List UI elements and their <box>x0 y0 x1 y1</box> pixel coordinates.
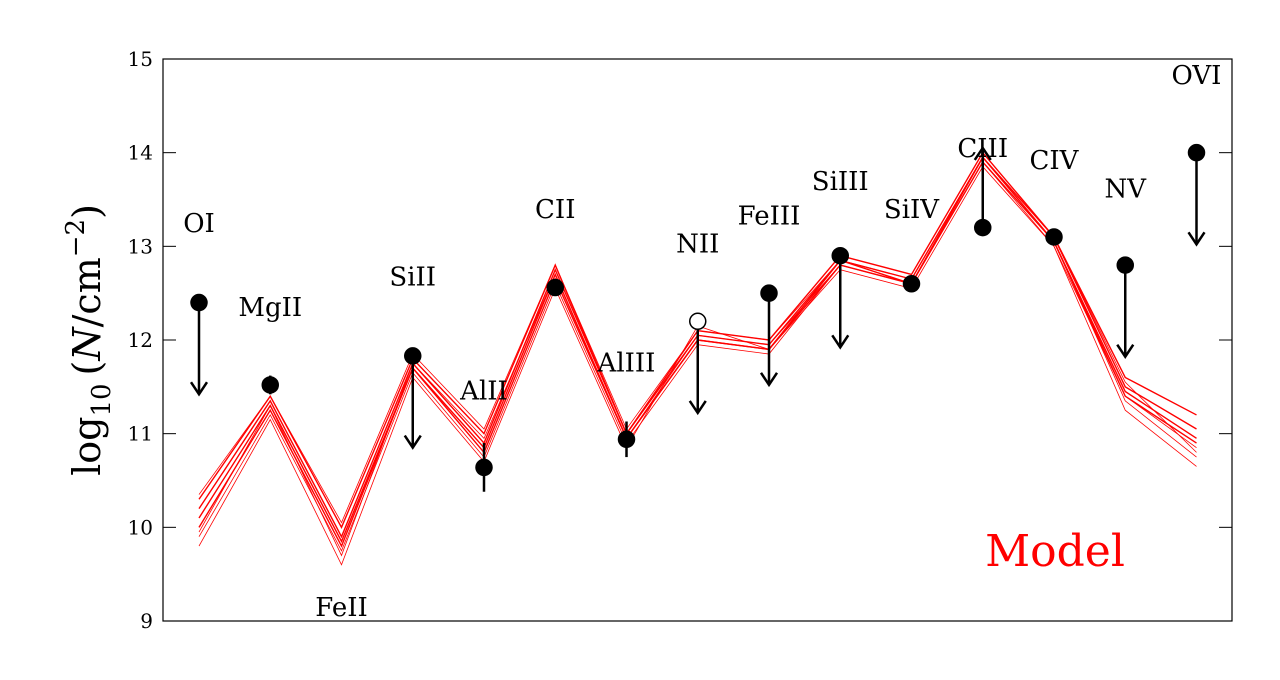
y-axis-label-log: log <box>65 417 109 476</box>
data-point <box>475 458 493 477</box>
upper-limit-arrowhead <box>831 334 850 350</box>
ion-label: MgII <box>238 293 302 323</box>
model-annotation: Model <box>985 526 1125 577</box>
upper-limit-arrowhead <box>688 400 707 416</box>
y-tick-label: 15 <box>128 47 153 71</box>
y-tick-label: 10 <box>128 515 153 539</box>
ion-label: CIII <box>957 134 1008 164</box>
upper-limit-arrowhead <box>759 372 779 388</box>
y-axis-label-open: ( <box>65 361 109 376</box>
upper-limit-arrowhead <box>189 381 209 397</box>
data-point <box>404 347 422 365</box>
ion-label: NII <box>676 230 719 260</box>
ion-label: AlIII <box>597 348 656 378</box>
ion-label: SiIII <box>812 167 869 197</box>
ion-label: SiIV <box>884 195 940 225</box>
ion-label: FeIII <box>738 201 801 231</box>
upper-limit-arrowhead <box>1116 344 1135 359</box>
observations <box>189 143 1206 492</box>
ion-label: SiII <box>389 262 436 292</box>
y-axis-label-unit: /cm <box>65 257 109 327</box>
y-axis-label: log10 (N/cm−2) <box>61 204 117 476</box>
data-point <box>546 278 564 297</box>
lower-limit-arrowhead <box>973 145 992 161</box>
y-axis-label-sub: 10 <box>87 383 117 416</box>
data-point <box>190 293 208 312</box>
ion-label: CIV <box>1030 146 1080 176</box>
ion-label: FeII <box>315 593 368 623</box>
data-point <box>760 284 778 302</box>
data-point <box>617 430 636 449</box>
y-tick-label: 9 <box>140 609 153 633</box>
data-point <box>1187 143 1206 162</box>
y-axis-label-sup: −2 <box>61 219 91 257</box>
ion-label: CII <box>535 195 575 225</box>
data-point <box>689 312 707 331</box>
upper-limit-arrowhead <box>1187 231 1206 247</box>
data-point <box>1045 228 1063 246</box>
y-tick-label: 12 <box>128 328 153 352</box>
data-point <box>261 376 279 394</box>
y-axis: 9 10 11 12 13 14 15 <box>128 47 1232 633</box>
y-axis-label-close: ) <box>65 204 109 219</box>
ion-labels: OI MgII FeII SiII AlII CII AlIII NII FeIII SiIII S… <box>183 61 1221 623</box>
upper-limit-arrowhead <box>403 434 422 450</box>
y-tick-label: 13 <box>128 234 153 258</box>
y-tick-label: 11 <box>128 422 153 446</box>
y-axis-label-var: N <box>65 326 109 362</box>
y-tick-label: 14 <box>128 141 153 165</box>
data-point <box>902 275 921 293</box>
ion-label: AlII <box>459 377 508 407</box>
data-point <box>831 246 849 265</box>
ion-label: OVI <box>1172 61 1222 91</box>
data-point <box>1116 256 1134 274</box>
ion-label: OI <box>183 209 215 239</box>
ion-label: NV <box>1104 174 1147 204</box>
data-point <box>974 218 992 237</box>
